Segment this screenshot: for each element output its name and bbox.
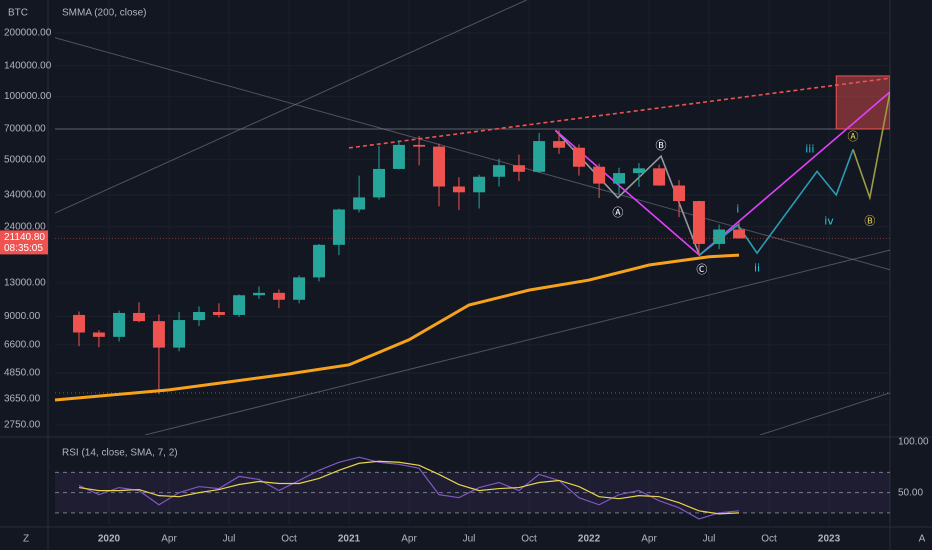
rsi-label: RSI (14, close, SMA, 7, 2) — [62, 448, 178, 459]
candle-body — [152, 321, 165, 348]
y-tick-label: 3650.00 — [4, 394, 41, 405]
candle-body — [233, 295, 246, 315]
wave-label: iv — [824, 214, 834, 227]
trend-line — [698, 149, 854, 256]
x-tick-label: Apr — [401, 534, 417, 545]
last-price-tag — [0, 230, 48, 255]
candle-body — [92, 332, 105, 337]
x-tick-label: Jul — [463, 534, 476, 545]
candle-body — [332, 209, 345, 245]
x-tick-label: Apr — [641, 534, 657, 545]
y-tick-label: 13000.00 — [4, 277, 46, 288]
auto-scale-button[interactable]: A — [919, 534, 926, 545]
candle-body — [493, 165, 505, 177]
wave-label: Ⓑ — [864, 214, 875, 227]
wave-label: Ⓐ — [612, 206, 623, 219]
target-zone — [835, 75, 890, 130]
rsi-line — [78, 456, 740, 520]
wave-label: i — [736, 203, 739, 216]
x-tick-label: Oct — [761, 534, 777, 545]
candle-body — [673, 185, 686, 202]
candle-body — [73, 314, 85, 333]
rsi-tick-label: 100.00 — [898, 437, 929, 448]
y-tick-label: 100000.00 — [4, 91, 52, 102]
candle-body — [473, 176, 486, 193]
last-price-label: 21140.80 — [4, 232, 45, 243]
x-tick-label: Oct — [281, 534, 297, 545]
candle-body — [433, 146, 445, 187]
trend-line — [55, 0, 527, 214]
rsi-line — [78, 460, 740, 515]
candle-body — [173, 320, 186, 348]
smma-line — [54, 253, 740, 402]
candle-body — [533, 141, 546, 172]
y-tick-label: 140000.00 — [4, 60, 52, 71]
y-tick-label: 24000.00 — [4, 221, 46, 232]
symbol: BTC — [8, 8, 28, 19]
countdown: 08:35:05 — [4, 243, 43, 254]
candle-body — [193, 311, 205, 321]
candle-body — [353, 197, 366, 210]
candle-body — [572, 147, 585, 167]
wave-label: iii — [805, 142, 814, 155]
trend-line — [852, 91, 890, 201]
toolbar-button[interactable]: Z — [23, 534, 29, 545]
candle-body — [253, 292, 265, 296]
candle-body — [212, 311, 225, 315]
wave-label: Ⓐ — [848, 130, 859, 143]
y-tick-label: 200000.00 — [4, 28, 52, 39]
x-tick-label: 2022 — [578, 534, 601, 545]
candle-body — [713, 229, 726, 244]
x-tick-label: Jul — [223, 534, 236, 545]
x-tick-label: 2020 — [98, 534, 121, 545]
wave-label: Ⓑ — [656, 139, 667, 152]
y-tick-label: 2750.00 — [4, 419, 41, 430]
x-tick-label: Apr — [161, 534, 177, 545]
x-tick-label: Oct — [521, 534, 537, 545]
x-tick-label: 2023 — [818, 534, 841, 545]
wave-label: ii — [754, 262, 760, 275]
candle-body — [613, 173, 626, 184]
candle-body — [413, 144, 426, 147]
candle-body — [373, 168, 385, 198]
candle-body — [452, 186, 465, 193]
candle-body — [692, 201, 705, 244]
candle-body — [653, 168, 666, 186]
candle-body — [272, 292, 285, 300]
candle-body — [293, 277, 306, 300]
y-tick-label: 70000.00 — [4, 124, 46, 135]
candle-body — [512, 165, 525, 172]
candle-body — [553, 141, 566, 148]
candle-body — [113, 312, 126, 337]
trend-line — [759, 392, 890, 435]
y-tick-label: 34000.00 — [4, 190, 46, 201]
candle-body — [632, 168, 645, 174]
wave-label: Ⓒ — [696, 263, 707, 276]
rsi-tick-label: 50.00 — [898, 487, 923, 498]
candle-body — [133, 312, 145, 322]
trend-line — [55, 37, 890, 271]
candle-body — [313, 244, 325, 278]
x-tick-label: Jul — [703, 534, 716, 545]
y-tick-label: 6600.00 — [4, 339, 41, 350]
y-tick-label: 50000.00 — [4, 154, 46, 165]
candle-body — [733, 229, 746, 239]
indicator-label: SMMA (200, close) — [62, 8, 146, 19]
x-tick-label: 2021 — [338, 534, 361, 545]
y-tick-label: 4850.00 — [4, 368, 41, 379]
y-tick-label: 9000.00 — [4, 311, 41, 322]
candle-body — [392, 144, 405, 169]
trend-line — [144, 249, 890, 435]
candle-body — [593, 166, 606, 184]
